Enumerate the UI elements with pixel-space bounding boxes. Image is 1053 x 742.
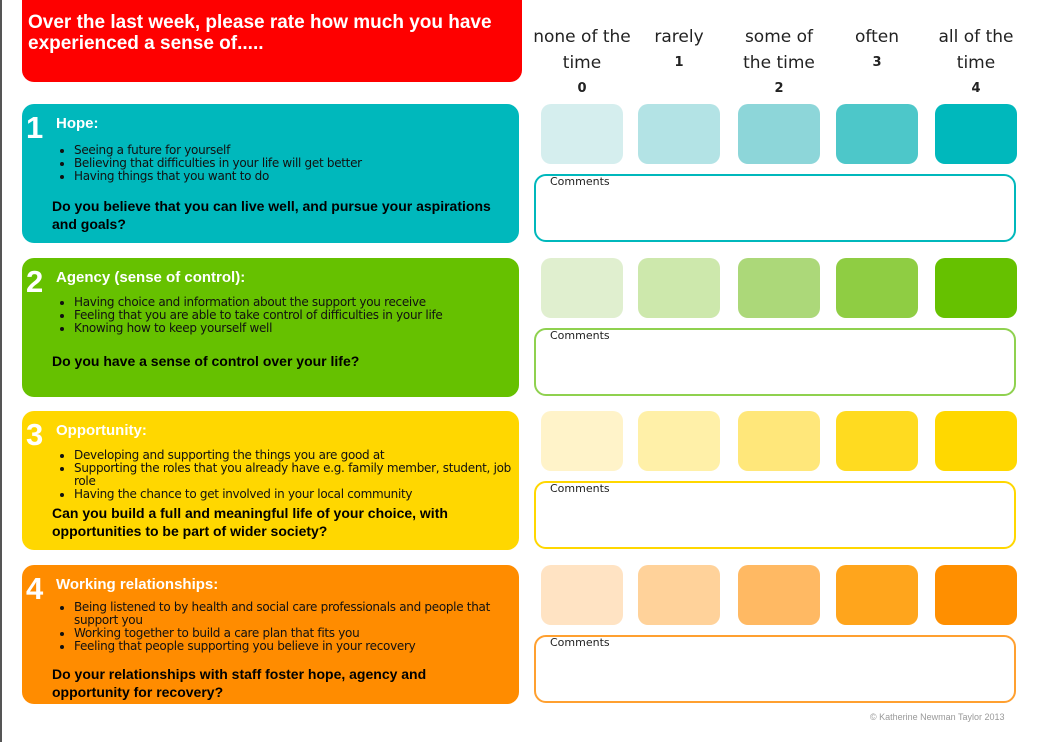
bullet-list: Being listened to by health and social c… (52, 601, 514, 653)
scale-header-1: rarely 1 (629, 24, 729, 76)
section-title: Opportunity: (56, 422, 147, 439)
rating-option-1[interactable] (638, 104, 720, 164)
rating-option-4[interactable] (935, 565, 1017, 625)
bullet-item: Having the chance to get involved in you… (74, 488, 514, 501)
bullet-item: Developing and supporting the things you… (74, 449, 514, 462)
section-question: Do you believe that you can live well, a… (52, 198, 491, 232)
section-1: 1 Hope: Seeing a future for yourselfBeli… (22, 104, 519, 243)
scale-value: 0 (577, 81, 587, 96)
comments-label: Comments (550, 175, 610, 188)
bullet-item: Having things that you want to do (74, 170, 514, 183)
section-4: 4 Working relationships: Being listened … (22, 565, 519, 704)
scale-value: 2 (774, 81, 784, 96)
scale-header-4: all of the time 4 (926, 24, 1026, 102)
rating-option-4[interactable] (935, 411, 1017, 471)
rating-option-2[interactable] (738, 565, 820, 625)
comments-label: Comments (550, 482, 610, 495)
bullet-item: Being listened to by health and social c… (74, 601, 514, 627)
rating-option-0[interactable] (541, 104, 623, 164)
comments-box[interactable]: Comments (534, 481, 1016, 549)
scale-header-3: often 3 (827, 24, 927, 76)
section-number: 4 (26, 571, 44, 606)
rating-option-1[interactable] (638, 411, 720, 471)
rating-option-1[interactable] (638, 565, 720, 625)
bullet-list: Developing and supporting the things you… (52, 449, 514, 501)
scale-label: some of the time (743, 27, 815, 73)
rating-option-4[interactable] (935, 258, 1017, 318)
scale-value: 4 (971, 81, 981, 96)
bullet-item: Feeling that people supporting you belie… (74, 640, 514, 653)
scale-label: often (855, 27, 899, 47)
bullet-item: Working together to build a care plan th… (74, 627, 514, 640)
section-question: Do you have a sense of control over your… (52, 353, 360, 369)
scale-value: 3 (872, 55, 882, 70)
rating-option-2[interactable] (738, 411, 820, 471)
rating-option-4[interactable] (935, 104, 1017, 164)
comments-label: Comments (550, 329, 610, 342)
rating-option-2[interactable] (738, 104, 820, 164)
comments-box[interactable]: Comments (534, 635, 1016, 703)
comments-label: Comments (550, 636, 610, 649)
rating-option-3[interactable] (836, 258, 918, 318)
section-question: Can you build a full and meaningful life… (52, 505, 448, 539)
rating-option-0[interactable] (541, 565, 623, 625)
bullet-list: Having choice and information about the … (52, 296, 514, 335)
rating-option-3[interactable] (836, 411, 918, 471)
section-number: 2 (26, 264, 44, 299)
page-edge (0, 0, 2, 742)
section-3: 3 Opportunity: Developing and supporting… (22, 411, 519, 550)
bullet-list: Seeing a future for yourselfBelieving th… (52, 144, 514, 183)
rating-option-3[interactable] (836, 565, 918, 625)
section-number: 3 (26, 417, 44, 452)
section-title: Working relationships: (56, 576, 219, 593)
scale-header-2: some of the time 2 (729, 24, 829, 102)
scale-label: rarely (654, 27, 704, 47)
section-2: 2 Agency (sense of control): Having choi… (22, 258, 519, 397)
scale-header-0: none of the time 0 (532, 24, 632, 102)
comments-box[interactable]: Comments (534, 328, 1016, 396)
bullet-item: Feeling that you are able to take contro… (74, 309, 514, 322)
rating-option-0[interactable] (541, 411, 623, 471)
copyright: © Katherine Newman Taylor 2013 (870, 712, 1005, 722)
bullet-item: Supporting the roles that you already ha… (74, 462, 514, 488)
rating-option-0[interactable] (541, 258, 623, 318)
scale-label: none of the time (533, 27, 631, 73)
scale-value: 1 (674, 55, 684, 70)
section-question: Do your relationships with staff foster … (52, 666, 427, 700)
bullet-item: Having choice and information about the … (74, 296, 514, 309)
instruction-banner: Over the last week, please rate how much… (22, 0, 522, 82)
rating-option-1[interactable] (638, 258, 720, 318)
instruction-text: Over the last week, please rate how much… (28, 12, 492, 54)
bullet-item: Believing that difficulties in your life… (74, 157, 514, 170)
section-title: Agency (sense of control): (56, 269, 246, 286)
rating-option-2[interactable] (738, 258, 820, 318)
bullet-item: Seeing a future for yourself (74, 144, 514, 157)
scale-label: all of the time (938, 27, 1014, 73)
rating-option-3[interactable] (836, 104, 918, 164)
section-title: Hope: (56, 115, 99, 132)
section-number: 1 (26, 110, 44, 145)
comments-box[interactable]: Comments (534, 174, 1016, 242)
bullet-item: Knowing how to keep yourself well (74, 322, 514, 335)
